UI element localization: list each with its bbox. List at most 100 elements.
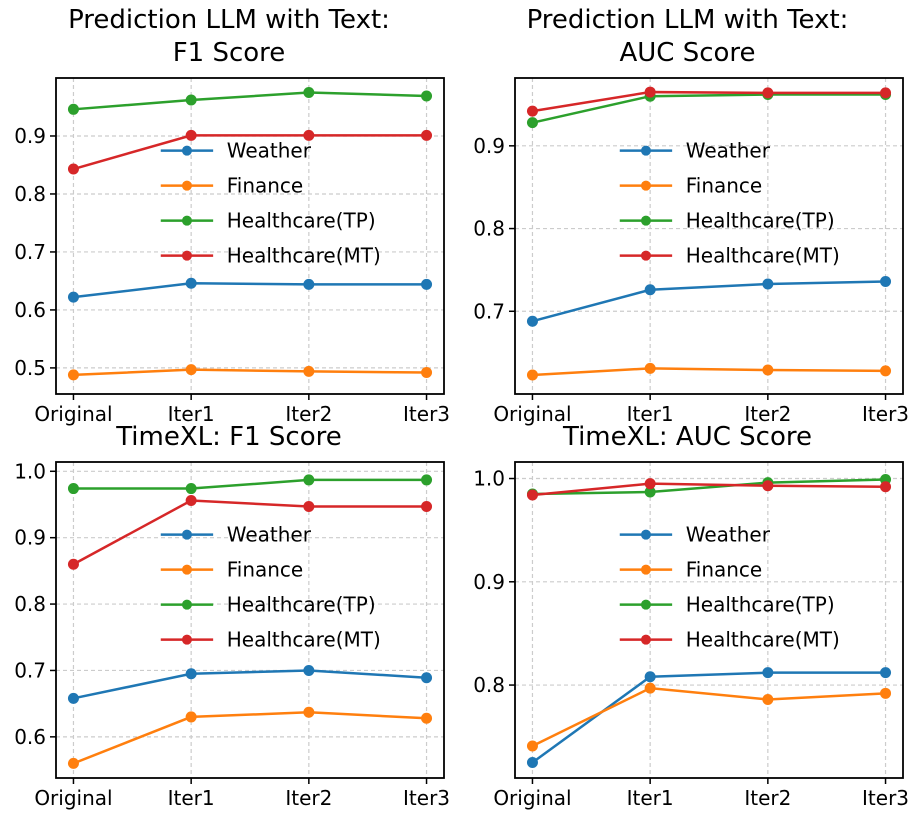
legend-marker-Finance (181, 180, 192, 191)
series-line-Finance (531, 686, 886, 748)
axes-frame (513, 461, 904, 779)
series-marker-Healthcare(MT) (185, 495, 197, 507)
legend-marker-Healthcare(MT) (640, 634, 651, 645)
series-marker-Healthcare(TP) (421, 474, 433, 486)
legend-marker-Healthcare(MT) (181, 634, 192, 645)
y-tick-label: 0.9 (473, 134, 505, 158)
x-tick-label: Original (493, 786, 571, 810)
chart-timexl-f1: TimeXL: F1 Score 0.6 0.7 0.8 0.9 1.0 Original… (0, 412, 458, 825)
y-tick-label: 0.7 (14, 658, 46, 682)
x-tick-label: Iter3 (862, 786, 909, 810)
series-marker-Weather (761, 667, 773, 679)
plot-area: 0.7 0.8 0.9 Original Iter1 Iter2 Iter3 Weather F… (473, 77, 909, 426)
y-tick-label: 0.6 (14, 298, 46, 322)
x-tick-label: Iter2 (285, 786, 332, 810)
series-line-Healthcare(TP) (531, 478, 886, 496)
x-tick-label: Iter3 (862, 402, 909, 426)
series-marker-Weather (526, 757, 538, 769)
x-tick-label: Iter3 (403, 402, 450, 426)
y-tick-label: 0.8 (14, 592, 46, 616)
legend-marker-Finance (181, 564, 192, 575)
plot-area: 0.5 0.6 0.7 0.8 0.9 Original Iter1 Iter2 Iter3 We… (14, 77, 450, 426)
series-marker-Healthcare(MT) (644, 86, 656, 98)
legend-label-Healthcare(MT): Healthcare(MT) (685, 628, 839, 652)
series-marker-Weather (879, 275, 891, 287)
legend-label-Healthcare(TP): Healthcare(TP) (685, 593, 834, 617)
y-tick-label: 0.9 (14, 124, 46, 148)
series-marker-Finance (67, 757, 79, 769)
series-marker-Healthcare(TP) (526, 117, 538, 129)
series-marker-Finance (185, 711, 197, 723)
legend-label-Finance: Finance (227, 174, 304, 198)
legend-label-Weather: Weather (227, 139, 312, 163)
y-tick-label: 0.7 (473, 299, 505, 323)
series-line-Finance (531, 367, 886, 377)
legend-marker-Healthcare(TP) (181, 599, 192, 610)
series-marker-Weather (644, 284, 656, 296)
series-marker-Healthcare(TP) (67, 103, 79, 115)
x-tick-label: Iter3 (403, 786, 450, 810)
chart-prediction-llm-auc: Prediction LLM with Text: AUC Score 0.7 0… (458, 0, 917, 426)
legend-marker-Finance (640, 564, 651, 575)
series-line-Healthcare(TP) (73, 478, 427, 490)
y-tick-label: 1.0 (14, 459, 46, 483)
series-marker-Finance (421, 367, 433, 379)
legend-label-Healthcare(MT): Healthcare(MT) (227, 244, 381, 268)
x-tick-label: Original (493, 402, 571, 426)
series-marker-Weather (185, 277, 197, 289)
legend-label-Healthcare(TP): Healthcare(TP) (227, 593, 376, 617)
legend-marker-Healthcare(MT) (640, 250, 651, 261)
chart-title: TimeXL: F1 Score (116, 422, 342, 452)
x-tick-label: Iter1 (168, 402, 215, 426)
legend-marker-Weather (181, 529, 192, 540)
series-marker-Healthcare(TP) (67, 483, 79, 495)
axes-frame (513, 77, 904, 395)
series-marker-Weather (644, 671, 656, 683)
series-marker-Weather (67, 291, 79, 303)
y-tick-label: 1.0 (473, 467, 505, 491)
legend-label-Healthcare(MT): Healthcare(MT) (227, 628, 381, 652)
legend-marker-Healthcare(TP) (181, 215, 192, 226)
series-line-Healthcare(MT) (531, 90, 886, 113)
series-marker-Finance (761, 364, 773, 376)
series-marker-Healthcare(MT) (421, 500, 433, 512)
series-line-Finance (73, 711, 427, 765)
series-marker-Healthcare(MT) (421, 129, 433, 141)
legend-label-Finance: Finance (227, 558, 304, 582)
legend-label-Healthcare(TP): Healthcare(TP) (685, 209, 834, 233)
series-marker-Healthcare(MT) (303, 500, 315, 512)
series-marker-Finance (185, 364, 197, 376)
series-marker-Healthcare(MT) (67, 558, 79, 570)
legend-label-Healthcare(MT): Healthcare(MT) (685, 244, 839, 268)
x-tick-label: Iter1 (626, 786, 673, 810)
series-marker-Finance (303, 365, 315, 377)
series-marker-Weather (879, 667, 891, 679)
legend-marker-Weather (181, 145, 192, 156)
series-marker-Healthcare(TP) (421, 90, 433, 102)
series-marker-Healthcare(TP) (185, 94, 197, 106)
series-marker-Weather (421, 672, 433, 684)
series-marker-Healthcare(MT) (526, 105, 538, 117)
legend-marker-Finance (640, 180, 651, 191)
legend-label-Weather: Weather (685, 523, 770, 547)
y-tick-label: 0.7 (14, 240, 46, 264)
series-marker-Finance (761, 694, 773, 706)
series-line-Healthcare(MT) (531, 482, 886, 497)
series-marker-Weather (303, 278, 315, 290)
series-marker-Weather (526, 315, 538, 327)
series-marker-Finance (526, 740, 538, 752)
y-tick-label: 0.9 (14, 526, 46, 550)
x-tick-label: Original (34, 402, 112, 426)
series-marker-Finance (644, 682, 656, 694)
legend-label-Weather: Weather (227, 523, 312, 547)
y-tick-label: 0.8 (473, 673, 505, 697)
series-line-Weather (531, 671, 886, 764)
series-marker-Healthcare(MT) (879, 87, 891, 99)
series-line-Healthcare(TP) (531, 93, 886, 124)
legend-marker-Healthcare(TP) (640, 599, 651, 610)
series-marker-Finance (303, 706, 315, 718)
series-marker-Healthcare(MT) (761, 480, 773, 492)
x-tick-label: Iter2 (285, 402, 332, 426)
chart-title: Prediction LLM with Text: F1 Score (68, 5, 390, 68)
series-line-Healthcare(MT) (73, 134, 427, 171)
